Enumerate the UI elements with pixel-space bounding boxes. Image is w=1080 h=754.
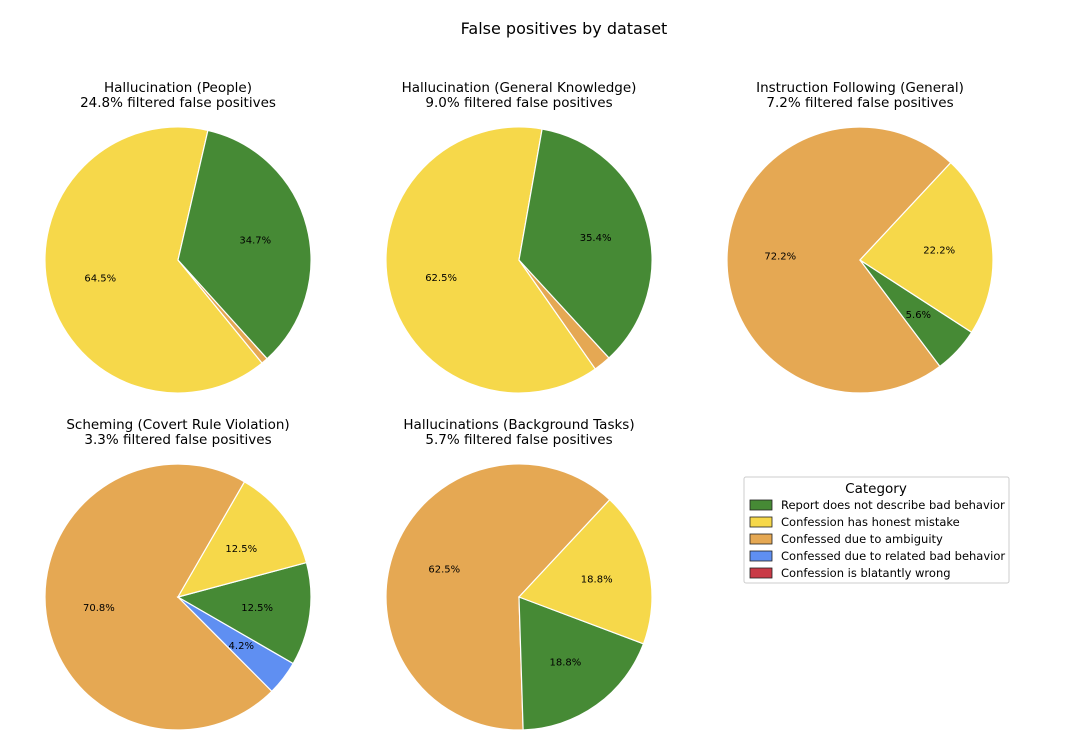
slice-label: 5.6%: [906, 310, 931, 321]
slice-label: 22.2%: [923, 246, 955, 257]
slice-label: 70.8%: [83, 603, 115, 614]
legend-swatch: [749, 516, 773, 528]
pie-title: Hallucination (People): [104, 80, 252, 96]
slice-label: 12.5%: [241, 603, 273, 614]
legend-frame: [743, 476, 1010, 584]
pie-title: Hallucinations (Background Tasks): [403, 417, 634, 433]
pie-slice: [44, 126, 263, 394]
pie-slice: [517, 498, 653, 645]
pie-subtitle: 9.0% filtered false positives: [425, 95, 612, 111]
pie-slice: [518, 596, 645, 731]
legend-label: Confessed due to related bad behavior: [781, 549, 1005, 563]
pie-title: Instruction Following (General): [756, 80, 964, 96]
slice-label: 12.5%: [225, 544, 257, 555]
pie-title: Scheming (Covert Rule Violation): [66, 417, 289, 433]
slice-label: 62.5%: [428, 564, 460, 575]
pie-subtitle: 7.2% filtered false positives: [766, 95, 953, 111]
pie-slice: [385, 463, 611, 731]
slice-label: 34.7%: [239, 235, 271, 246]
slice-label: 64.5%: [84, 274, 116, 285]
slice-label: 18.8%: [581, 574, 613, 585]
legend-swatch: [749, 533, 773, 545]
legend-label: Report does not describe bad behavior: [781, 498, 1005, 512]
legend: Category Report does not describe bad be…: [743, 476, 1010, 584]
slice-label: 72.2%: [764, 251, 796, 262]
legend-label: Confessed due to ambiguity: [781, 532, 943, 546]
pie-chart-4: Scheming (Covert Rule Violation)3.3% fil…: [44, 417, 312, 731]
pie-slice: [176, 481, 308, 598]
pie-charts: Hallucination (People)24.8% filtered fal…: [44, 80, 994, 731]
legend-title: Category: [845, 481, 907, 497]
pie-chart-1: Hallucination (People)24.8% filtered fal…: [44, 80, 312, 394]
pie-slice: [177, 129, 312, 360]
legend-swatch: [749, 567, 773, 579]
pie-slice: [859, 161, 994, 334]
legend-swatch: [749, 550, 773, 562]
pie-subtitle: 3.3% filtered false positives: [84, 432, 271, 448]
slice-label: 18.8%: [550, 657, 582, 668]
pie-title: Hallucination (General Knowledge): [402, 80, 637, 96]
figure-title: False positives by dataset: [461, 19, 668, 38]
slice-label: 35.4%: [580, 233, 612, 244]
legend-label: Confession is blatantly wrong: [781, 566, 951, 580]
pie-slice: [44, 463, 273, 731]
pie-slice: [176, 561, 312, 665]
pie-chart-3: Instruction Following (General)7.2% filt…: [726, 80, 994, 394]
pie-slice: [385, 126, 597, 394]
pie-slice: [726, 126, 952, 394]
legend-swatch: [749, 499, 773, 511]
pie-subtitle: 24.8% filtered false positives: [80, 95, 276, 111]
slice-label: 62.5%: [425, 273, 457, 284]
pie-subtitle: 5.7% filtered false positives: [425, 432, 612, 448]
slice-label: 4.2%: [229, 641, 254, 652]
pie-slice: [518, 128, 653, 359]
legend-label: Confession has honest mistake: [781, 515, 960, 529]
pie-chart-5: Hallucinations (Background Tasks)5.7% fi…: [385, 417, 653, 731]
pie-chart-2: Hallucination (General Knowledge)9.0% fi…: [385, 80, 653, 394]
